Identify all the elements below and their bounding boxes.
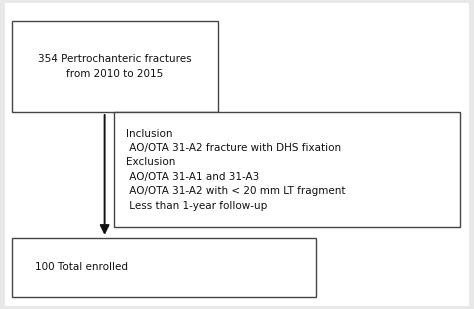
Text: 354 Pertrochanteric fractures
from 2010 to 2015: 354 Pertrochanteric fractures from 2010 …	[38, 54, 192, 79]
FancyBboxPatch shape	[114, 112, 460, 227]
FancyBboxPatch shape	[12, 238, 316, 297]
FancyBboxPatch shape	[12, 21, 219, 112]
Text: 100 Total enrolled: 100 Total enrolled	[35, 262, 128, 272]
Text: Inclusion
 AO/OTA 31-A2 fracture with DHS fixation
Exclusion
 AO/OTA 31-A1 and 3: Inclusion AO/OTA 31-A2 fracture with DHS…	[126, 129, 345, 211]
